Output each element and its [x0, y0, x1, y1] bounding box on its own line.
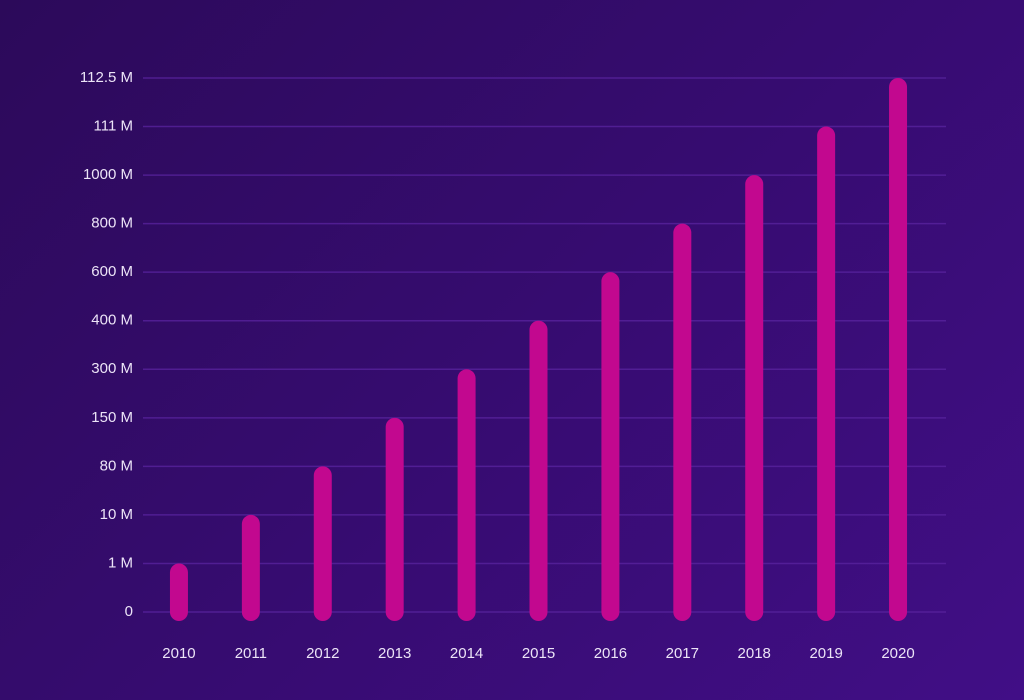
y-tick-label: 0 — [125, 603, 133, 620]
bar — [601, 272, 620, 621]
y-tick-label: 10 M — [100, 506, 133, 523]
x-tick-label: 2013 — [378, 645, 411, 662]
y-tick-label: 300 M — [91, 360, 133, 377]
x-tick-label: 2018 — [738, 645, 771, 662]
y-tick-label: 80 M — [100, 457, 133, 474]
y-tick-label: 1 M — [108, 554, 133, 571]
y-tick-label: 150 M — [91, 409, 133, 426]
x-tick-label: 2020 — [881, 645, 914, 662]
bar — [529, 320, 548, 621]
bar — [241, 514, 260, 621]
x-tick-label: 2016 — [594, 645, 627, 662]
bar — [673, 223, 692, 622]
y-tick-label: 1000 M — [83, 166, 133, 183]
bar — [817, 126, 836, 621]
x-tick-label: 2019 — [809, 645, 842, 662]
bar — [385, 417, 404, 621]
x-tick-label: 2015 — [522, 645, 555, 662]
x-tick-label: 2017 — [666, 645, 699, 662]
bar — [889, 78, 908, 621]
y-tick-label: 600 M — [91, 263, 133, 280]
bar — [313, 466, 332, 621]
x-tick-label: 2012 — [306, 645, 339, 662]
y-tick-label: 400 M — [91, 312, 133, 329]
y-tick-label: 111 M — [94, 118, 133, 135]
y-tick-label: 800 M — [91, 215, 133, 232]
x-tick-label: 2010 — [162, 645, 195, 662]
bar — [169, 563, 188, 621]
x-tick-label: 2014 — [450, 645, 483, 662]
x-tick-label: 2011 — [235, 645, 267, 662]
bar — [457, 369, 476, 621]
bar — [745, 175, 764, 621]
y-tick-label: 112.5 M — [80, 69, 133, 86]
